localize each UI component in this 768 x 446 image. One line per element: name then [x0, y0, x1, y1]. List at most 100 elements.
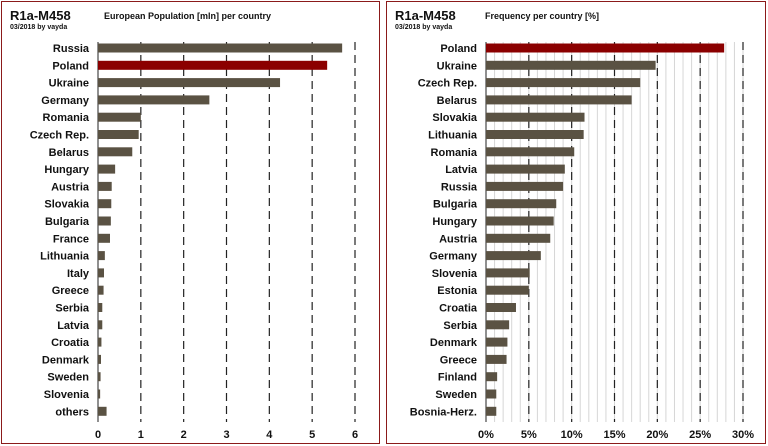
category-label: Czech Rep.: [418, 78, 477, 90]
category-label: Bosnia-Herz.: [410, 406, 477, 418]
bar-lithuania: [486, 130, 584, 139]
category-label: Belarus: [49, 147, 89, 159]
bar-slovakia: [98, 199, 112, 209]
bar-latvia: [486, 164, 565, 174]
category-label: Bulgaria: [433, 199, 478, 211]
bar-bulgaria: [98, 216, 111, 226]
category-label: Slovenia: [44, 389, 90, 401]
category-label: Germany: [429, 251, 478, 263]
category-label: Austria: [51, 181, 90, 193]
bar-denmark: [98, 354, 101, 364]
category-label: Romania: [43, 112, 90, 124]
category-label: Sweden: [435, 389, 477, 401]
bar-belarus: [486, 95, 632, 105]
x-tick-label: 5: [309, 429, 315, 441]
x-tick-label: 0: [95, 429, 101, 441]
category-label: Poland: [440, 43, 477, 55]
chart-credit: 03/2018 by vayda: [395, 24, 453, 31]
bar-croatia: [98, 337, 102, 347]
frequency-bar-chart: Poland Ukraine Czech Rep. Belarus Slovakia Li…: [410, 42, 754, 441]
category-label: Lithuania: [40, 251, 90, 263]
bar-estonia: [486, 285, 529, 295]
bar-finland: [486, 372, 498, 382]
chart-title: R1a-M458: [10, 8, 71, 23]
category-label: Slovakia: [44, 199, 90, 211]
bar-czech-rep-: [98, 130, 139, 139]
bar-ukraine: [486, 60, 656, 70]
category-label: Austria: [439, 233, 478, 245]
bar-denmark: [486, 337, 508, 347]
category-label: Greece: [440, 354, 477, 366]
frequency-chart-panel: R1a-M458 Frequency per country [%] 03/20…: [386, 1, 766, 444]
bar-ukraine: [98, 78, 281, 88]
bar-latvia: [98, 320, 103, 330]
x-tick-label: 30%: [732, 429, 754, 441]
x-tick-label: 10%: [561, 429, 583, 441]
chart-subtitle: Frequency per country [%]: [485, 11, 600, 21]
category-label: Bulgaria: [45, 216, 90, 228]
category-label: Ukraine: [437, 60, 477, 72]
category-label: Ukraine: [49, 78, 89, 90]
category-label: Greece: [52, 285, 89, 297]
bar-hungary: [98, 164, 116, 174]
x-tick-label: 4: [266, 429, 273, 441]
bar-germany: [486, 251, 541, 261]
x-tick-label: 20%: [646, 429, 668, 441]
bar-greece: [98, 285, 104, 295]
bar-others: [98, 406, 107, 416]
bar-germany: [98, 95, 210, 105]
bar-poland: [486, 43, 725, 53]
category-label: Croatia: [439, 303, 478, 315]
bar-bosnia-herz-: [486, 406, 497, 416]
bar-lithuania: [98, 251, 105, 261]
bar-sweden: [98, 372, 101, 382]
bar-hungary: [486, 216, 554, 226]
bar-italy: [98, 268, 104, 278]
category-label: Serbia: [443, 320, 478, 332]
category-label: Germany: [41, 95, 90, 107]
bar-austria: [486, 233, 551, 243]
category-label: Czech Rep.: [30, 130, 89, 142]
category-label: Estonia: [437, 285, 478, 297]
bar-slovakia: [486, 112, 585, 122]
category-label: Russia: [441, 181, 478, 193]
category-label: Denmark: [430, 337, 478, 349]
bar-austria: [98, 181, 112, 191]
bar-serbia: [98, 303, 103, 312]
category-label: Croatia: [51, 337, 90, 349]
chart-title: R1a-M458: [395, 8, 456, 23]
category-label: Belarus: [437, 95, 477, 107]
x-tick-label: 5%: [521, 429, 537, 441]
bar-bulgaria: [486, 199, 557, 209]
category-label: Slovenia: [432, 268, 478, 280]
bar-romania: [98, 112, 141, 122]
x-tick-label: 2: [181, 429, 187, 441]
category-label: Slovakia: [432, 112, 478, 124]
chart-subtitle: European Population [mln] per country: [104, 11, 272, 21]
bar-belarus: [98, 147, 133, 157]
bar-croatia: [486, 303, 516, 312]
category-label: Sweden: [47, 372, 89, 384]
bar-slovenia: [486, 268, 530, 278]
x-tick-label: 6: [352, 429, 358, 441]
chart-credit: 03/2018 by vayda: [10, 24, 68, 31]
population-chart-panel: R1a-M458 European Population [mln] per c…: [1, 1, 380, 444]
bar-romania: [486, 147, 575, 157]
bar-russia: [486, 181, 564, 191]
bar-serbia: [486, 320, 510, 330]
category-label: Italy: [67, 268, 90, 280]
bar-sweden: [486, 389, 497, 399]
x-tick-label: 0%: [478, 429, 494, 441]
category-label: Latvia: [57, 320, 90, 332]
category-label: Poland: [52, 60, 89, 72]
category-label: Russia: [53, 43, 90, 55]
bar-france: [98, 233, 110, 243]
bar-poland: [98, 60, 328, 70]
category-label: others: [55, 406, 89, 418]
category-label: Hungary: [44, 164, 90, 176]
bar-czech-rep-: [486, 78, 641, 88]
category-label: Denmark: [42, 354, 90, 366]
bar-slovenia: [98, 389, 101, 399]
category-label: Latvia: [445, 164, 478, 176]
x-tick-label: 25%: [689, 429, 711, 441]
